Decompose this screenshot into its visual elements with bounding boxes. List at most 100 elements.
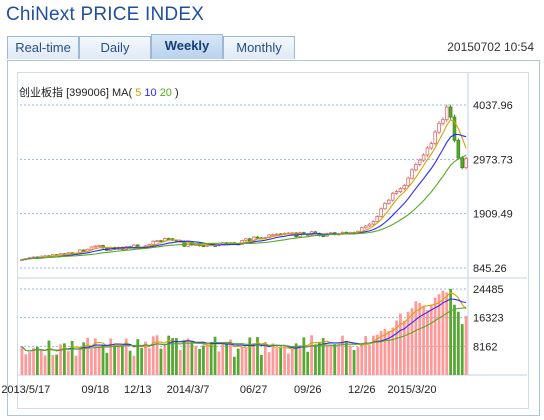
candle-body	[425, 147, 430, 156]
volume-bar	[32, 347, 35, 375]
x-tick-label: 2013/5/17	[1, 384, 50, 396]
volume-bar	[256, 337, 259, 375]
volume-bar	[259, 354, 263, 375]
ma5-label: 5	[135, 87, 142, 99]
volume-bar	[240, 346, 244, 375]
volume-bar	[294, 343, 298, 375]
candle-body	[151, 240, 156, 245]
volume-bar	[43, 355, 47, 375]
x-tick-label: 06/27	[240, 384, 268, 396]
volume-bar	[70, 340, 74, 375]
candle-body	[441, 119, 445, 124]
candle-body	[402, 185, 407, 190]
candle-body	[244, 238, 248, 241]
volume-bar	[35, 346, 39, 375]
volume-bar	[356, 346, 360, 375]
volume-bar	[66, 351, 70, 375]
volume-bar	[464, 315, 468, 375]
tab-monthly[interactable]: Monthly	[223, 36, 295, 59]
candle-body	[93, 245, 98, 248]
volume-tick-label: 8162	[473, 341, 497, 353]
volume-bar	[387, 331, 391, 375]
volume-bar	[395, 320, 398, 375]
volume-bar	[341, 335, 344, 375]
tab-real-time[interactable]: Real-time	[7, 36, 79, 59]
index-code: [399006]	[66, 87, 109, 99]
volume-bar	[171, 338, 174, 375]
volume-bar	[252, 343, 256, 375]
volume-bar	[140, 347, 144, 375]
volume-bar	[221, 341, 225, 375]
volume-bar	[383, 328, 387, 375]
volume-bar	[306, 351, 310, 375]
candle-body	[201, 245, 206, 248]
chart-header: 创业板指 [399006] MA( 5 10 20 )	[19, 84, 179, 100]
volume-bar	[209, 342, 213, 375]
price-tick-label: 1909.49	[473, 209, 513, 221]
ma-close-paren: )	[175, 87, 179, 99]
volume-bar	[63, 343, 66, 375]
price-tick-label: 2973.73	[473, 154, 513, 166]
volume-bar	[348, 345, 352, 375]
volume-bar	[213, 336, 217, 375]
candle-body	[410, 169, 414, 179]
candle-body	[437, 122, 441, 133]
candle-body	[433, 131, 437, 144]
tab-weekly[interactable]: Weekly	[151, 34, 223, 59]
volume-bar	[337, 344, 341, 375]
candle-body	[81, 249, 86, 252]
x-tick-label: 12/13	[124, 384, 152, 396]
candle-body	[255, 236, 260, 239]
volume-bar	[325, 345, 329, 375]
volume-bar	[205, 343, 209, 375]
x-tick-label: 09/18	[82, 384, 110, 396]
candle-body	[166, 238, 171, 240]
volume-bar	[267, 352, 271, 375]
volume-bar	[429, 304, 433, 375]
volume-bar	[178, 350, 182, 375]
volume-ma20-line	[21, 306, 467, 352]
volume-bar	[90, 349, 93, 375]
volume-bar	[298, 345, 302, 375]
volume-bar	[314, 344, 317, 375]
volume-bar	[155, 335, 159, 375]
volume-tick-label: 24485	[473, 284, 504, 296]
volume-bar	[360, 343, 364, 375]
candle-body	[390, 192, 395, 201]
candle-body	[398, 188, 403, 192]
volume-bar	[317, 342, 321, 375]
volume-bar	[248, 337, 252, 375]
candle-body	[383, 203, 387, 210]
page-title: ChiNext PRICE INDEX	[6, 4, 205, 25]
candle-body	[456, 139, 461, 159]
volume-bar	[39, 349, 43, 375]
volume-bar	[93, 338, 97, 375]
volume-bar	[109, 338, 113, 375]
x-tick-label: 12/26	[348, 384, 376, 396]
volume-bar	[368, 345, 371, 375]
candle-body	[371, 221, 376, 225]
volume-bar	[217, 351, 221, 375]
volume-bar	[113, 345, 117, 375]
volume-bar	[124, 338, 128, 375]
volume-tick-label: 16323	[473, 313, 504, 325]
volume-bar	[229, 339, 232, 375]
volume-bar	[244, 348, 248, 375]
volume-bar	[410, 308, 414, 375]
volume-bar	[232, 356, 236, 375]
volume-bar	[379, 331, 383, 375]
volume-bar	[402, 320, 406, 375]
volume-bar	[426, 310, 429, 375]
candle-body	[251, 236, 256, 242]
tab-daily[interactable]: Daily	[79, 36, 151, 59]
volume-bar	[147, 348, 151, 375]
volume-bar	[74, 355, 78, 375]
ma20-line	[21, 154, 467, 261]
candle-body	[97, 245, 101, 247]
candle-body	[429, 143, 434, 149]
ma10-label: 10	[144, 87, 157, 99]
volume-bar	[263, 341, 267, 375]
volume-bar	[24, 354, 28, 375]
ma-label: MA(	[111, 87, 133, 99]
volume-bar	[399, 313, 402, 375]
